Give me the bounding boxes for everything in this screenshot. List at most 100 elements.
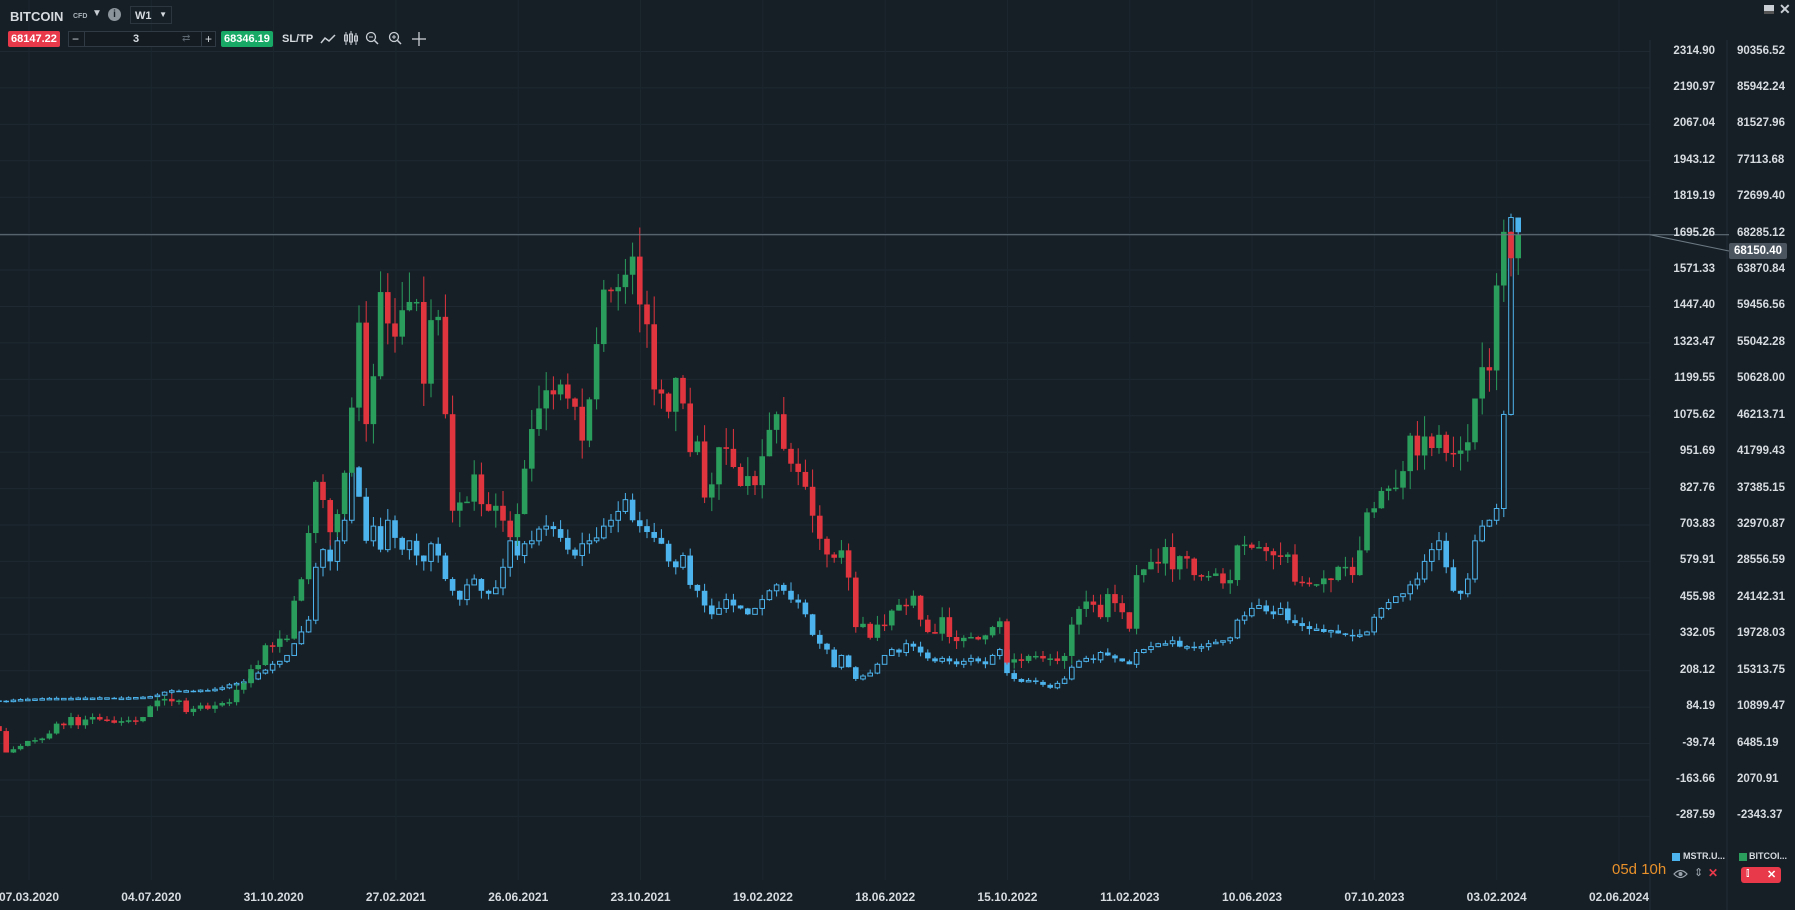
candle-body	[1177, 556, 1183, 570]
candle-body	[1241, 544, 1248, 547]
x-axis-tick: 07.10.2023	[1344, 890, 1405, 904]
candle-body	[694, 441, 701, 453]
candle-body	[759, 456, 765, 486]
candle-body	[1335, 630, 1341, 634]
candle-body	[53, 697, 60, 701]
candle-body	[341, 519, 348, 542]
candle-body	[226, 684, 233, 689]
chevron-down-icon[interactable]: ▼	[92, 8, 102, 19]
candle-body	[680, 377, 686, 404]
current-price-connector	[1649, 234, 1730, 252]
candle-body	[1033, 680, 1039, 682]
zoom-in-icon[interactable]	[388, 31, 402, 45]
candle-body	[601, 289, 607, 345]
candle-body	[269, 663, 276, 671]
candle-body	[1393, 596, 1399, 604]
candle-body	[1076, 660, 1082, 668]
decrease-quantity-button[interactable]: −	[72, 32, 80, 46]
x-axis-tick: 18.06.2022	[855, 890, 916, 904]
candle-body	[1270, 611, 1277, 615]
close-icon[interactable]: ✕	[1779, 1, 1791, 17]
candle-body	[284, 654, 290, 662]
candle-body	[730, 599, 737, 606]
candle-body	[766, 429, 773, 457]
candle-body	[773, 414, 780, 430]
candle-body	[572, 398, 578, 407]
candle-body	[629, 256, 636, 275]
candle-body	[133, 696, 139, 700]
zoom-out-icon[interactable]	[365, 31, 379, 45]
candle-body	[1486, 519, 1493, 527]
candle-body	[795, 463, 801, 472]
symbol-name[interactable]: BITCOIN	[10, 9, 64, 24]
info-icon[interactable]: i	[108, 8, 121, 21]
buy-button[interactable]: 68346.19	[221, 31, 273, 47]
candle-body	[485, 504, 492, 511]
candle-body	[392, 520, 398, 538]
candle-body	[1443, 540, 1449, 568]
candle-body	[32, 740, 38, 742]
candle-body	[716, 447, 722, 485]
candle-body	[1479, 525, 1486, 542]
candles-icon[interactable]: ⫾	[1746, 867, 1750, 879]
candle-body	[0, 726, 2, 732]
timeframe-select[interactable]: W1 ▼	[130, 6, 172, 24]
right-axis-tick: 63870.84	[1737, 263, 1785, 276]
candle-body	[615, 287, 621, 292]
candle-body	[824, 538, 830, 555]
candle-body	[658, 389, 665, 394]
bar-countdown: 05d 10h	[1612, 861, 1667, 878]
candle-body	[939, 617, 945, 634]
candle-body	[1083, 601, 1089, 609]
x-axis-tick: 27.02.2021	[365, 890, 426, 904]
sell-button[interactable]: 68147.22	[8, 31, 60, 47]
minimize-icon[interactable]	[1764, 5, 1774, 14]
left-axis-tick: -163.66	[1675, 772, 1715, 785]
swap-icon[interactable]: ⇄	[182, 33, 191, 44]
candle-body	[334, 514, 341, 533]
candle-body	[529, 540, 535, 545]
quantity-input[interactable]: 3	[133, 33, 140, 45]
candle-body	[1083, 657, 1090, 662]
x-axis-tick: 19.02.2022	[732, 890, 793, 904]
candle-body	[608, 289, 614, 292]
candle-body	[1148, 646, 1154, 651]
series-style-pill[interactable]: ⫾ ✕	[1741, 867, 1781, 883]
close-icon[interactable]: ✕	[1767, 869, 1777, 881]
candle-body	[1292, 620, 1298, 624]
candle-body	[997, 621, 1003, 628]
candle-body	[17, 745, 24, 750]
candle-body	[75, 697, 82, 701]
candle-body	[1285, 608, 1291, 621]
crosshair-icon[interactable]	[411, 31, 427, 47]
candle-body	[1306, 626, 1313, 630]
candle-body	[1313, 628, 1320, 632]
candle-body	[961, 660, 967, 665]
candle-body	[1357, 550, 1363, 576]
candle-body	[665, 393, 672, 412]
candle-body	[478, 474, 485, 505]
sl-tp-button[interactable]: SL/TP	[282, 33, 314, 45]
candle-body	[874, 663, 881, 674]
reorder-icon[interactable]: ⇕	[1694, 867, 1704, 879]
candle-body	[709, 484, 715, 498]
candles-icon[interactable]	[343, 30, 359, 48]
candle-body	[377, 526, 384, 550]
candle-body	[413, 540, 420, 556]
candle-body	[471, 474, 477, 502]
increase-quantity-button[interactable]: +	[205, 32, 213, 46]
candle-body	[716, 607, 722, 615]
candle-body	[917, 646, 924, 653]
candle-body	[97, 697, 103, 700]
candle-body	[1112, 655, 1118, 659]
remove-series-icon[interactable]: ✕	[1708, 866, 1719, 880]
candle-body	[255, 665, 261, 670]
candle-body	[989, 627, 996, 636]
candle-body	[125, 720, 132, 722]
eye-icon[interactable]	[1673, 869, 1688, 879]
candle-body	[788, 448, 794, 464]
line-chart-icon[interactable]	[320, 32, 336, 46]
candle-body	[1018, 659, 1025, 661]
candle-body	[1090, 658, 1097, 660]
